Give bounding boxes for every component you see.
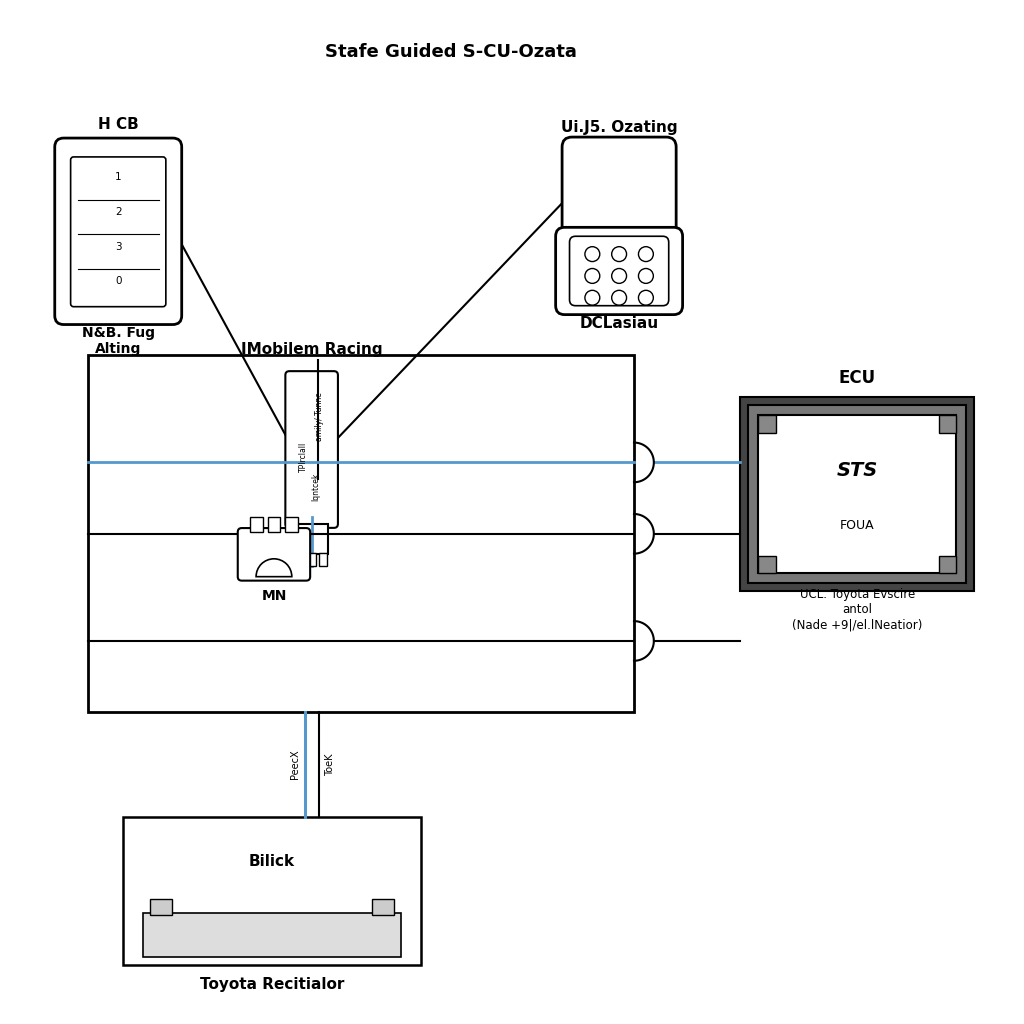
Text: Toyota Recitialor: Toyota Recitialor — [200, 977, 344, 992]
Text: Iqntcek: Iqntcek — [311, 472, 321, 501]
Text: H CB: H CB — [98, 117, 138, 132]
Bar — [286, 517, 298, 532]
FancyBboxPatch shape — [54, 138, 181, 325]
Bar — [123, 816, 421, 966]
Text: MN: MN — [261, 589, 287, 602]
FancyBboxPatch shape — [569, 237, 669, 306]
Bar — [758, 556, 776, 573]
Text: Ui.J5. Ozating: Ui.J5. Ozating — [561, 120, 678, 135]
Bar — [297, 553, 305, 565]
FancyBboxPatch shape — [71, 157, 166, 306]
FancyBboxPatch shape — [556, 227, 683, 314]
Bar — [939, 415, 956, 433]
Text: 2: 2 — [115, 207, 122, 217]
Bar — [307, 553, 315, 565]
FancyBboxPatch shape — [286, 371, 338, 527]
Text: Bilick: Bilick — [249, 854, 295, 868]
Bar — [296, 524, 328, 554]
Text: Stafe Guided S-CU-Ozata: Stafe Guided S-CU-Ozata — [325, 43, 577, 60]
Bar — [267, 517, 281, 532]
Bar — [250, 517, 262, 532]
Text: N&B. Fug
Alting: N&B. Fug Alting — [82, 326, 155, 355]
Text: STS: STS — [837, 461, 878, 480]
Wedge shape — [256, 559, 292, 577]
Bar — [150, 899, 172, 914]
FancyBboxPatch shape — [238, 528, 310, 581]
Text: UCL. Toyota Evscire
antol
(Nade +9|/el.lNeatior): UCL. Toyota Evscire antol (Nade +9|/el.l… — [792, 589, 923, 632]
Bar — [749, 404, 967, 584]
Text: ToeK: ToeK — [326, 754, 336, 775]
Text: DCLasiau: DCLasiau — [580, 315, 658, 331]
Text: IMobilem Racing: IMobilem Racing — [241, 342, 382, 357]
Bar — [372, 899, 394, 914]
Text: amily/ Tunne: amily/ Tunne — [315, 392, 324, 441]
Bar — [939, 556, 956, 573]
Bar — [758, 415, 776, 433]
Text: 1: 1 — [115, 172, 122, 182]
Bar — [88, 355, 634, 713]
Bar — [143, 912, 401, 957]
Bar — [318, 553, 327, 565]
Bar — [758, 415, 956, 573]
Bar — [740, 397, 974, 591]
Text: ECU: ECU — [839, 369, 876, 387]
FancyBboxPatch shape — [562, 137, 676, 246]
Text: 3: 3 — [115, 242, 122, 252]
Text: PeecX: PeecX — [290, 750, 300, 779]
Text: TPlrclall: TPlrclall — [299, 441, 308, 472]
Text: 0: 0 — [115, 276, 122, 287]
Text: FOUA: FOUA — [840, 519, 874, 532]
